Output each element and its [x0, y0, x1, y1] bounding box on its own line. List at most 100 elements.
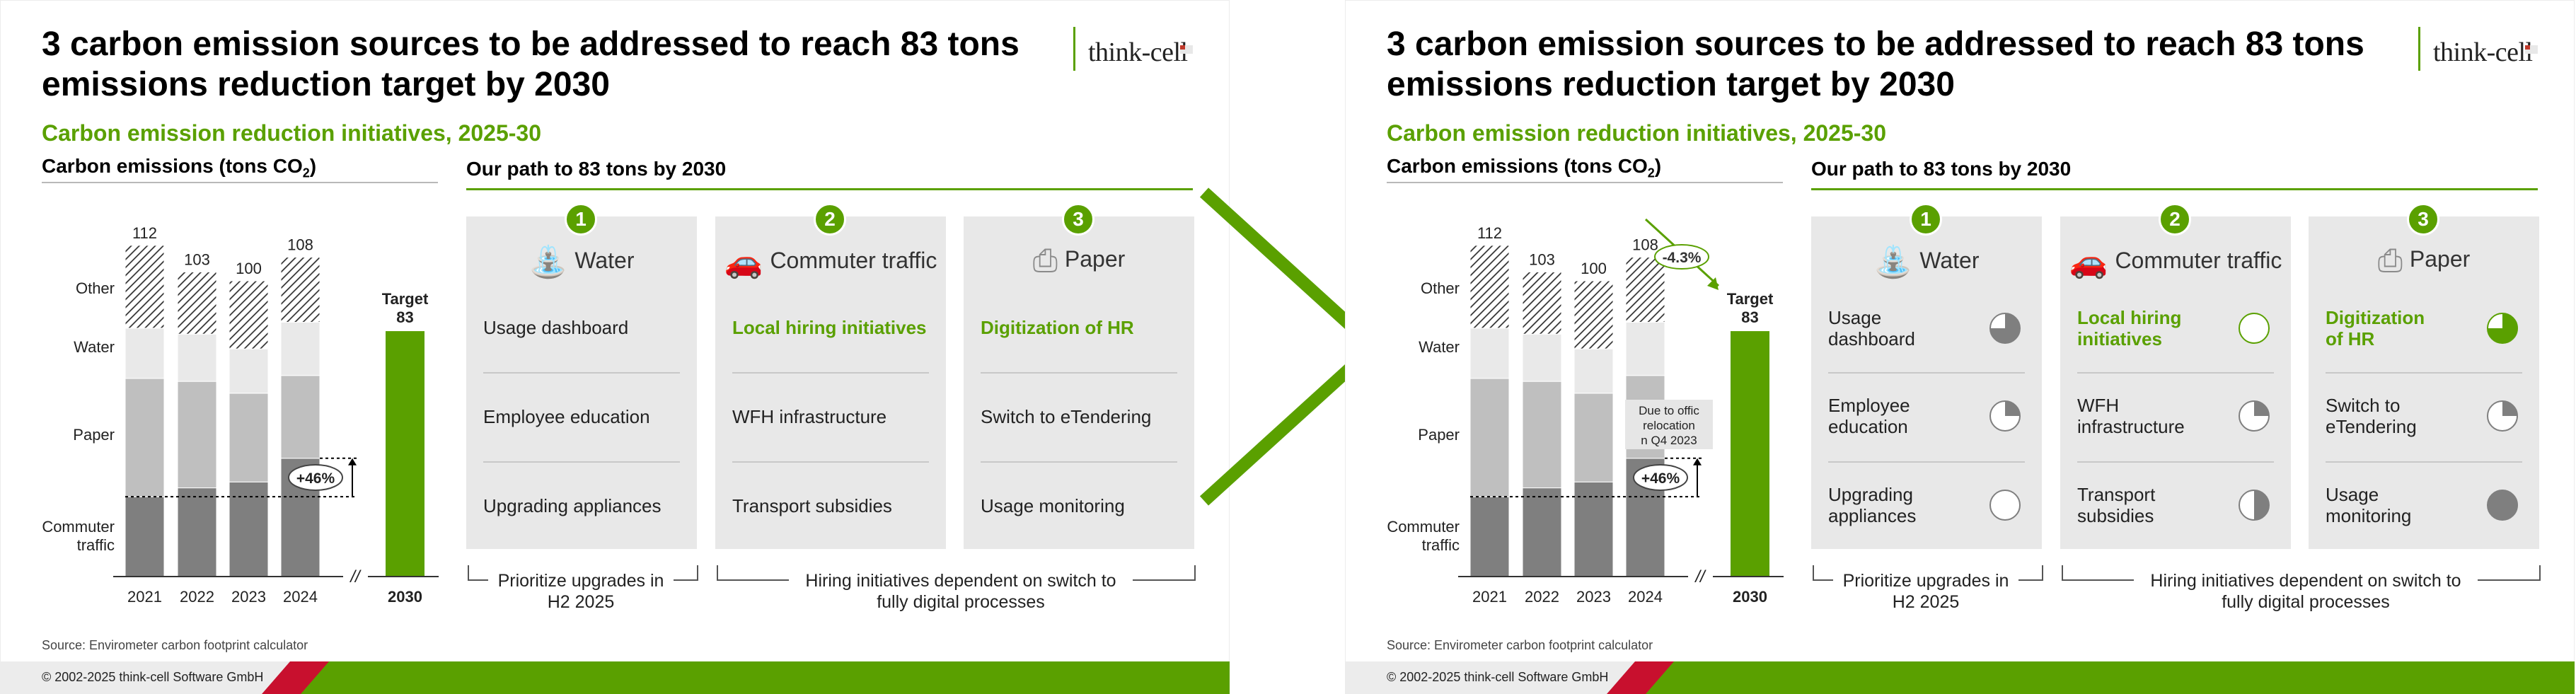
axis-break: //	[1694, 567, 1706, 586]
growth-label: +46%	[296, 470, 335, 487]
slide-subtitle: Carbon emission reduction initiatives, 2…	[1387, 120, 1886, 146]
total-label: 103	[1529, 250, 1555, 268]
bar-segment-commuter-traffic	[1469, 496, 1510, 577]
total-label: 112	[1477, 224, 1502, 242]
card-item: Employee education	[483, 406, 650, 427]
bracket-text: Prioritize upgrades in H2 2025	[1833, 570, 2018, 613]
bar-segment-paper	[177, 381, 217, 489]
progress-pie	[1989, 490, 2021, 521]
bar-segment-water	[229, 348, 269, 394]
bar-segment-commuter-traffic	[177, 487, 217, 577]
card-item: Local hiring initiatives	[2077, 307, 2182, 349]
bar-segment-paper	[125, 378, 165, 497]
progress-pie	[1989, 400, 2021, 432]
series-label: traffic	[1422, 536, 1460, 554]
card-item: Switch to eTendering	[2326, 395, 2417, 437]
progress-pie	[1989, 313, 2021, 344]
footer-light-section	[0, 661, 290, 694]
series-label: Commuter	[42, 518, 115, 536]
chart-header: Carbon emissions (tons CO2)	[1387, 155, 1662, 180]
card-header: 🚗 Commuter traffic	[2069, 245, 2282, 279]
target-label: Target	[1727, 290, 1774, 308]
bar-segment-paper	[1573, 393, 1614, 482]
card-item: Transport subsidies	[2077, 484, 2156, 526]
pie-outline	[2239, 313, 2270, 344]
progress-pie	[2239, 490, 2270, 521]
pie-fill	[2502, 401, 2517, 416]
pie-fill	[2488, 313, 2517, 343]
chart-header: Carbon emissions (tons CO2)	[42, 155, 317, 180]
annotation-box	[1625, 400, 1713, 449]
bar-segment-water	[1573, 348, 1614, 394]
card-item: Usage monitoring	[981, 495, 1125, 516]
growth-bubble	[288, 463, 343, 491]
card-header: 🚗 Commuter traffic	[724, 245, 937, 279]
pie-fill	[1990, 313, 2020, 343]
bar-segment-other	[280, 257, 320, 323]
water-tap-icon: ⛲	[1873, 245, 1913, 279]
bar-segment-commuter-traffic	[1573, 481, 1614, 577]
card-header: ⎙ Paper	[2377, 243, 2471, 278]
bar-segment-other	[177, 271, 217, 335]
think-cell-logo: think-cell	[1073, 27, 1201, 71]
card-item: Transport subsidies	[732, 495, 892, 516]
chart-header-rule	[1387, 182, 1783, 183]
card-item: Employee education	[1828, 395, 1910, 437]
series-label: Paper	[73, 426, 115, 444]
card-header: ⛲ Water	[529, 245, 635, 279]
step-number: 3	[1062, 203, 1094, 236]
copyright: © 2002-2025 think-cell Software GmbH	[1387, 670, 1609, 684]
progress-pie	[2487, 400, 2518, 432]
growth-label: +46%	[1641, 470, 1680, 487]
x-tick-label: 2024	[1628, 588, 1663, 606]
bar-segment-water	[125, 328, 165, 379]
slide-title: 3 carbon emission sources to be addresse…	[42, 25, 1020, 103]
card-item: Local hiring initiatives	[732, 317, 927, 338]
path-header: Our path to 83 tons by 2030	[466, 158, 727, 180]
total-label: 100	[236, 260, 262, 277]
footer-red-stripe	[262, 661, 329, 694]
path-header-rule	[466, 188, 1193, 190]
slide-subtitle: Carbon emission reduction initiatives, 2…	[42, 120, 541, 146]
step-number: 2	[814, 203, 846, 236]
cagr-label: -4.3%	[1663, 250, 1702, 266]
copyright: © 2002-2025 think-cell Software GmbH	[42, 670, 264, 684]
bracket-text: Hiring initiatives dependent on switch t…	[2134, 570, 2478, 613]
x-tick-label: 2021	[127, 588, 162, 606]
printer-icon: ⎙	[1032, 243, 1058, 278]
bar-segment-water	[1625, 322, 1665, 376]
cagr-arrowhead	[1707, 277, 1719, 290]
card-header: ⛲ Water	[1873, 245, 1980, 279]
x-tick-label: 2023	[1576, 588, 1611, 606]
car-icon: 🚗	[724, 245, 763, 279]
bar-segment-water	[1522, 333, 1562, 382]
card-water: 1 ⛲ Water Usage dashboard Employee educat…	[1811, 203, 2042, 549]
card-item: Upgrading appliances	[1828, 484, 1917, 526]
bar-segment-commuter-traffic	[1522, 487, 1562, 577]
bar-segment-paper	[1522, 381, 1562, 489]
card-item: Digitization of HR	[2326, 307, 2425, 349]
card-item: WFH infrastructure	[2077, 395, 2185, 437]
target-bar	[386, 331, 424, 577]
target-value-label: 83	[1741, 308, 1758, 326]
divider	[483, 372, 680, 374]
x-tick-label: 2024	[283, 588, 318, 606]
water-tap-icon: ⛲	[529, 245, 568, 279]
bar-segment-other	[1522, 271, 1562, 335]
card-commuter: 2 🚗 Commuter traffic Local hiring initiat…	[2060, 203, 2291, 549]
total-label: 112	[132, 224, 157, 242]
footer-red-stripe	[1607, 661, 1674, 694]
bracket-text: Hiring initiatives dependent on switch t…	[789, 570, 1133, 613]
target-value-label: 83	[396, 308, 413, 326]
divider	[732, 461, 929, 463]
step-number: 1	[1910, 203, 1942, 236]
divider	[981, 461, 1177, 463]
x-tick-label: 2023	[231, 588, 266, 606]
bracket-text: Prioritize upgrades in H2 2025	[488, 570, 674, 613]
target-label: Target	[382, 290, 429, 308]
logo-text: think-cell	[2433, 37, 2533, 67]
logo-text: think-cell	[1088, 37, 1188, 67]
growth-arrowhead	[348, 458, 357, 465]
